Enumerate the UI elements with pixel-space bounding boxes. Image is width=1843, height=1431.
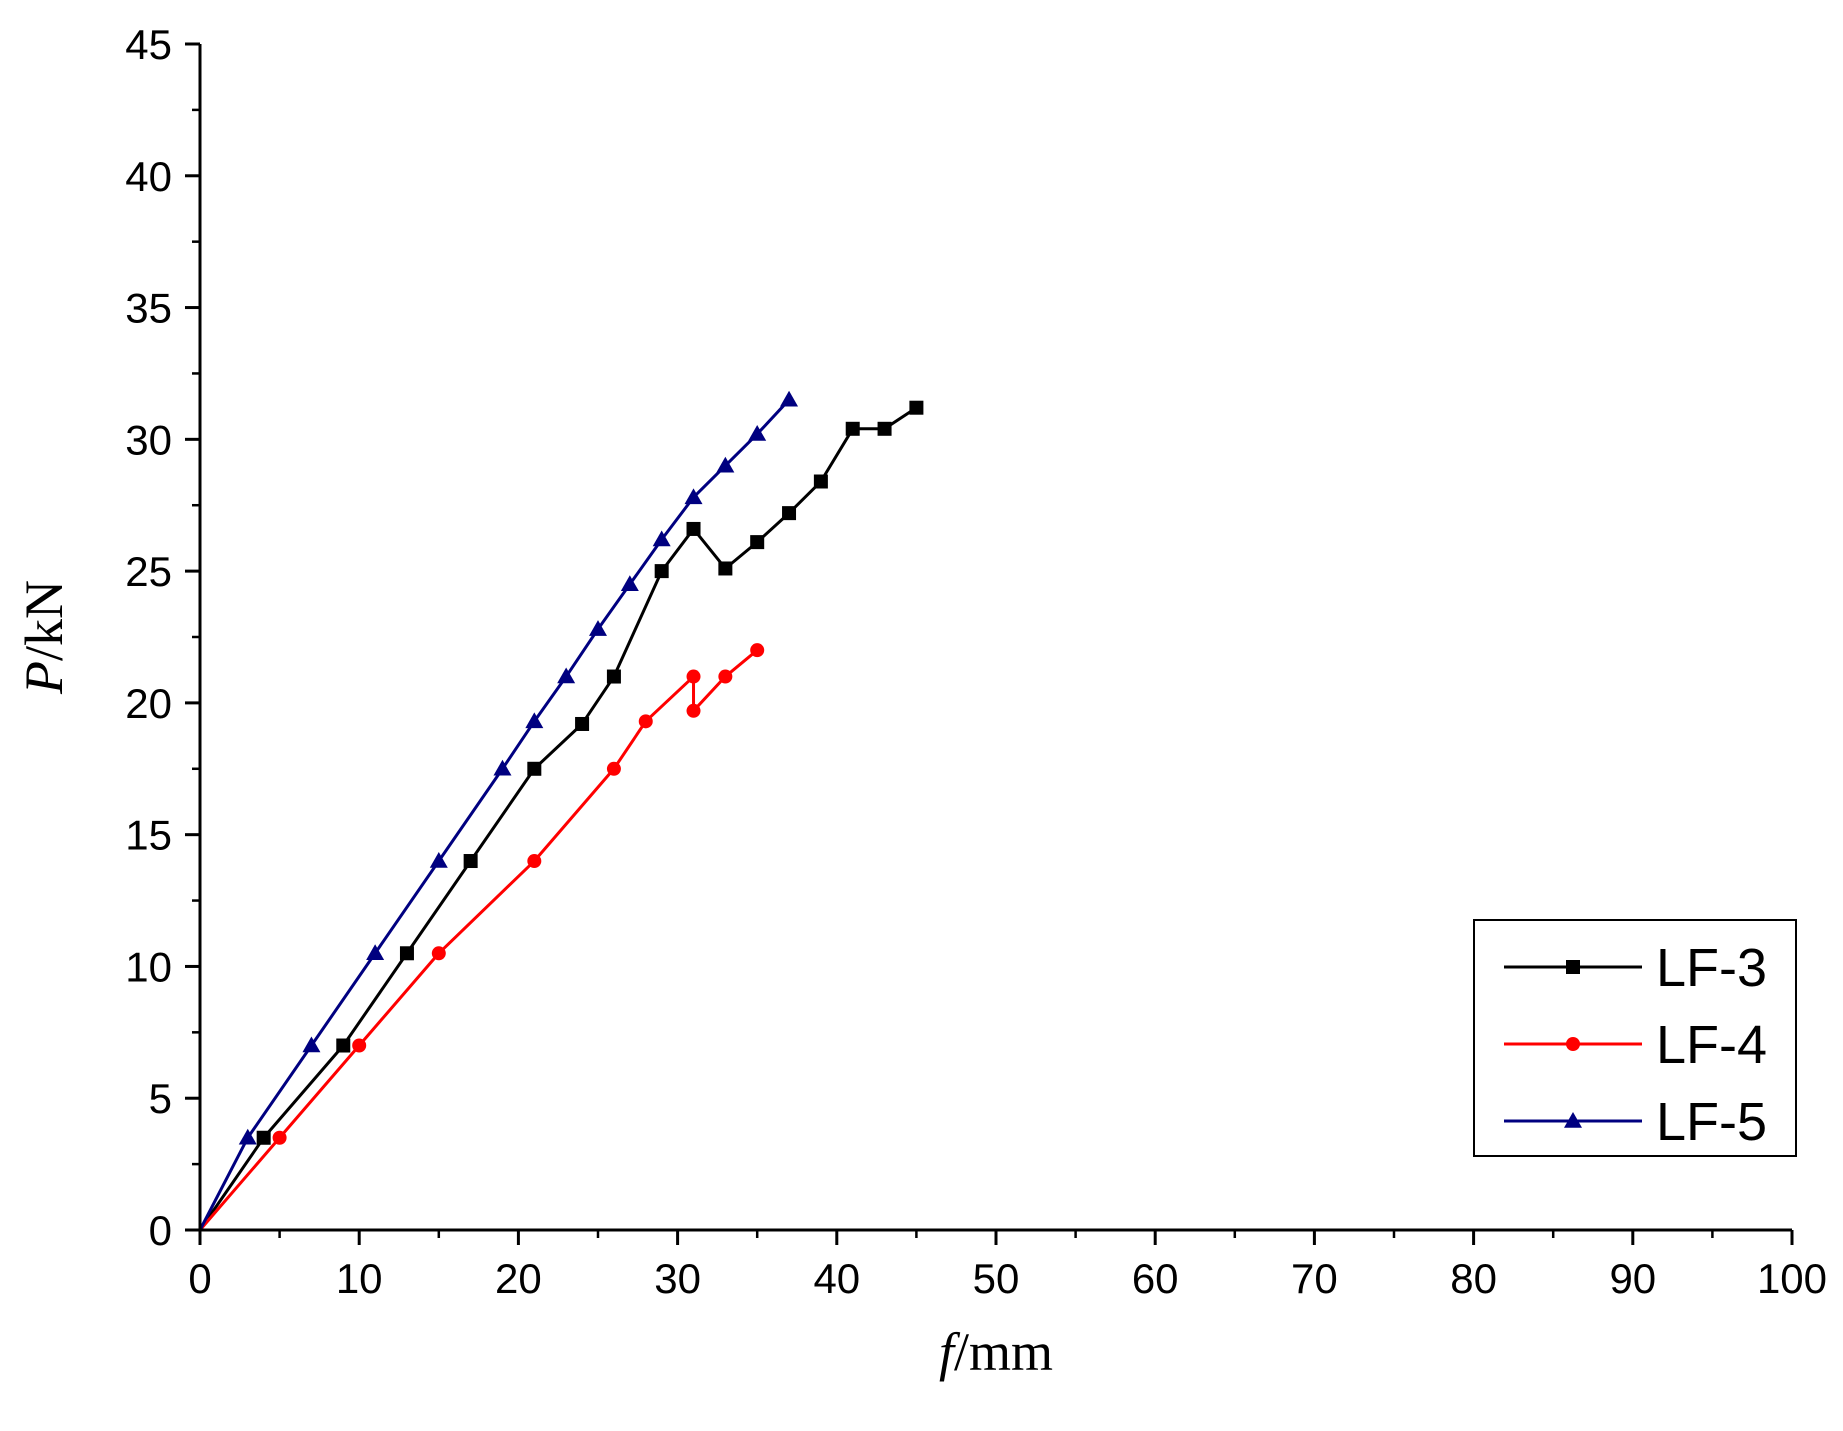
axes-layer xyxy=(185,42,1794,1245)
data-point xyxy=(750,643,765,658)
legend-marker xyxy=(1566,960,1580,974)
data-point xyxy=(620,575,639,592)
data-point xyxy=(654,564,669,579)
x-tick-label: 50 xyxy=(973,1255,1020,1302)
y-tick-label: 30 xyxy=(125,416,172,463)
series-lf-3 xyxy=(198,400,924,1231)
y-tick-label: 45 xyxy=(125,21,172,68)
legend-label: LF-5 xyxy=(1656,1092,1767,1152)
data-point xyxy=(877,421,892,436)
data-point xyxy=(463,854,478,869)
data-point xyxy=(750,535,765,550)
x-tick-label: 0 xyxy=(188,1255,211,1302)
x-tick-label: 20 xyxy=(495,1255,542,1302)
y-axis-symbol: P xyxy=(14,661,74,695)
x-tick-label: 10 xyxy=(336,1255,383,1302)
y-tick-label: 0 xyxy=(149,1207,172,1254)
x-tick-label: 100 xyxy=(1757,1255,1827,1302)
y-tick-label: 35 xyxy=(125,285,172,332)
data-point xyxy=(716,456,735,473)
data-point xyxy=(684,488,703,505)
data-point xyxy=(429,852,448,868)
data-point xyxy=(652,530,671,547)
y-tick-label: 5 xyxy=(149,1075,172,1122)
data-point xyxy=(686,669,701,684)
data-point xyxy=(302,1036,321,1053)
series-lf-4 xyxy=(198,643,765,1231)
data-point xyxy=(238,1128,257,1145)
x-tick-label: 70 xyxy=(1291,1255,1338,1302)
legend-item-lf-4: LF-4 xyxy=(1504,1015,1767,1075)
y-tick-label: 20 xyxy=(125,680,172,727)
y-tick-label: 40 xyxy=(125,153,172,200)
y-tick-label: 15 xyxy=(125,812,172,859)
plot-layer xyxy=(198,390,924,1231)
data-point xyxy=(606,669,621,684)
x-axis-title: f/mm xyxy=(939,1322,1053,1382)
x-tick-label: 40 xyxy=(813,1255,860,1302)
legend: LF-3 LF-4 LF-5 xyxy=(1473,919,1797,1157)
labels-layer: 0 10 20 30 40 50 60 70 80 90 100 0 5 10 15 20 25 30 35 40 45… xyxy=(14,21,1827,1382)
legend-label: LF-4 xyxy=(1656,1015,1767,1075)
data-point xyxy=(589,620,607,636)
data-point xyxy=(813,474,828,489)
x-tick-label: 30 xyxy=(654,1255,701,1302)
data-point xyxy=(336,1038,351,1053)
y-axis-title: P/kN xyxy=(14,580,74,695)
x-tick-label: 80 xyxy=(1450,1255,1497,1302)
data-point xyxy=(272,1130,287,1145)
legend-label: LF-3 xyxy=(1656,938,1767,998)
data-point xyxy=(782,506,797,521)
data-point xyxy=(638,714,653,729)
data-point xyxy=(557,667,576,684)
data-point xyxy=(606,761,621,776)
data-point xyxy=(525,712,544,729)
data-point xyxy=(780,390,799,407)
x-tick-label: 90 xyxy=(1609,1255,1656,1302)
legend-item-lf-3: LF-3 xyxy=(1504,938,1767,998)
y-axis-unit: /kN xyxy=(14,580,74,661)
data-point xyxy=(575,716,590,731)
legend-item-lf-5: LF-5 xyxy=(1504,1092,1767,1152)
data-point xyxy=(748,425,767,441)
legend-marker xyxy=(1566,1037,1580,1051)
series-lf-5 xyxy=(198,390,799,1231)
y-tick-label: 25 xyxy=(125,548,172,595)
data-point xyxy=(686,521,701,536)
data-point xyxy=(718,669,733,684)
data-point xyxy=(845,421,860,436)
data-point xyxy=(527,761,542,776)
data-point xyxy=(718,561,733,576)
legend-marker xyxy=(1564,1112,1582,1128)
data-point xyxy=(431,946,446,961)
data-point xyxy=(352,1038,367,1053)
data-point xyxy=(366,944,385,961)
data-point xyxy=(527,854,542,869)
y-tick-label: 10 xyxy=(125,943,172,990)
data-point xyxy=(256,1130,271,1145)
legend-box xyxy=(1473,919,1797,1157)
data-point xyxy=(399,946,414,961)
data-point xyxy=(909,400,924,415)
data-point xyxy=(686,703,701,718)
x-axis-unit: /mm xyxy=(954,1322,1053,1382)
series-line xyxy=(198,398,791,1231)
x-tick-label: 60 xyxy=(1132,1255,1179,1302)
data-point xyxy=(493,759,512,776)
